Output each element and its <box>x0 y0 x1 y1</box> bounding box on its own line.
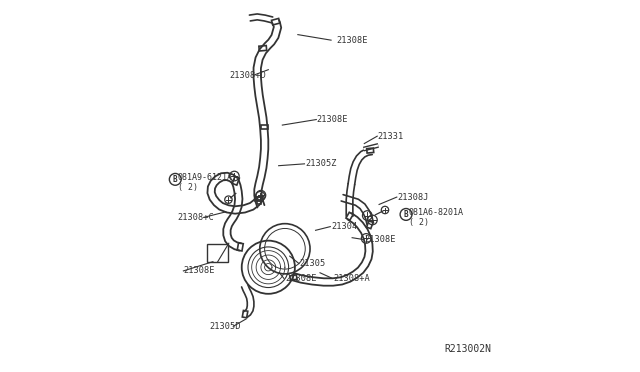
Text: B: B <box>173 175 177 184</box>
Bar <box>367 148 374 153</box>
Text: 21308J: 21308J <box>397 193 429 202</box>
Bar <box>271 19 280 25</box>
Text: 21308+D: 21308+D <box>230 71 266 80</box>
Text: 081A9-6121A
( 2): 081A9-6121A ( 2) <box>178 173 233 192</box>
Bar <box>259 45 267 51</box>
Text: 21305: 21305 <box>300 259 326 268</box>
Bar <box>290 275 297 280</box>
Bar <box>255 196 263 201</box>
Bar <box>243 311 248 318</box>
Text: 21331: 21331 <box>377 132 403 141</box>
Text: 21305D: 21305D <box>209 322 241 331</box>
Text: 21304: 21304 <box>331 222 357 231</box>
Text: 21308E: 21308E <box>316 115 348 124</box>
Bar <box>257 197 262 205</box>
Text: 21308+C: 21308+C <box>178 213 214 222</box>
Bar <box>346 212 353 220</box>
Text: 21308E: 21308E <box>184 266 215 275</box>
Bar <box>207 244 228 262</box>
Bar <box>232 177 239 185</box>
Text: 21305Z: 21305Z <box>305 159 337 169</box>
Text: 081A6-8201A
( 2): 081A6-8201A ( 2) <box>408 208 463 227</box>
Text: 21308E: 21308E <box>337 36 368 45</box>
Bar <box>260 125 268 129</box>
Bar <box>237 243 243 251</box>
Text: 21308+A: 21308+A <box>333 274 370 283</box>
Text: 21308E: 21308E <box>285 274 316 283</box>
Bar <box>367 221 373 229</box>
Text: R213002N: R213002N <box>445 344 492 354</box>
Text: B: B <box>404 210 408 219</box>
Text: 21308E: 21308E <box>364 235 396 244</box>
